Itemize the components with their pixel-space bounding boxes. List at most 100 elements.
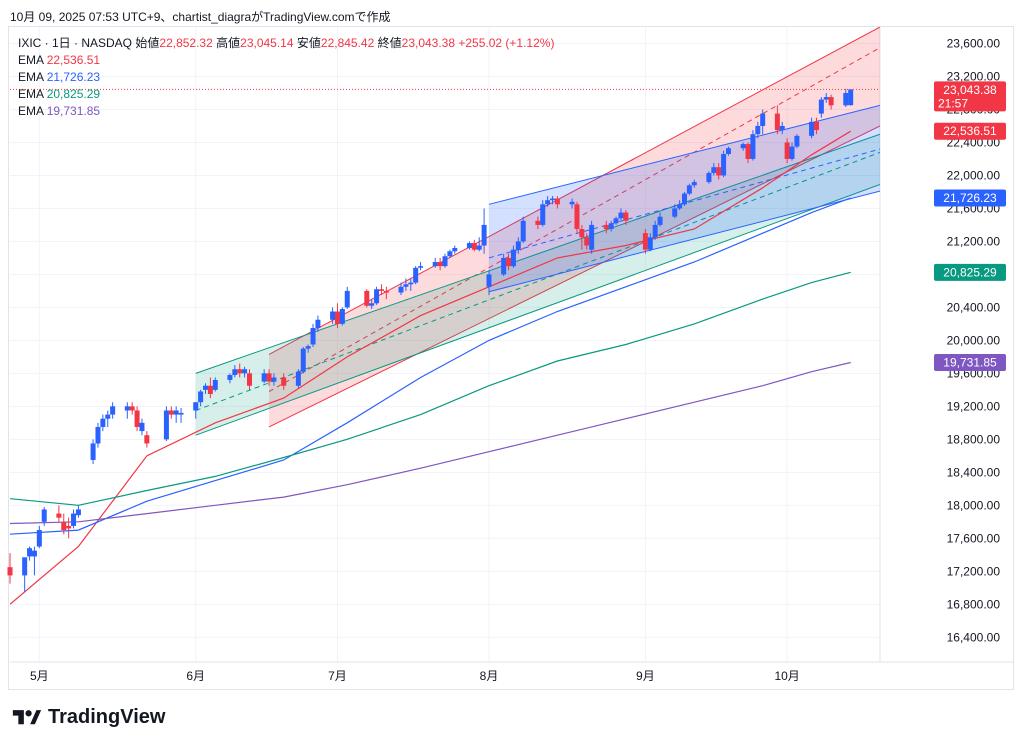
ema-label: EMA: [18, 70, 44, 84]
candle-body: [266, 373, 272, 382]
candle-body: [760, 113, 766, 126]
candle-body: [535, 220, 541, 225]
low-value: 22,845.42: [320, 36, 375, 50]
candle-body: [36, 530, 42, 547]
candle-body: [569, 201, 575, 205]
x-tick-label: 10月: [774, 669, 799, 683]
ema-label: EMA: [18, 87, 44, 101]
candle-body: [579, 229, 585, 238]
y-tick-label: 23,200.00: [947, 69, 1001, 83]
candle-body: [476, 245, 482, 250]
candle-body: [711, 167, 717, 173]
candle-body: [61, 521, 67, 531]
chart-frame[interactable]: [8, 26, 1014, 690]
ema-legend-row[interactable]: EMA 20,825.29: [18, 86, 554, 103]
candle-body: [647, 237, 653, 250]
ema-label: EMA: [18, 104, 44, 118]
y-tick-label: 17,600.00: [947, 531, 1001, 545]
price-tag: [934, 189, 1006, 207]
y-tick-label: 17,200.00: [947, 564, 1001, 578]
candle-body: [95, 426, 101, 444]
candle-body: [124, 406, 130, 411]
channel-lower-line: [488, 190, 880, 293]
y-tick-label: 19,200.00: [947, 399, 1001, 413]
candle-body: [506, 257, 512, 267]
candle-body: [344, 290, 350, 308]
ema-value: 22,536.51: [46, 53, 101, 67]
candle-body: [818, 99, 824, 114]
y-tick-label: 18,800.00: [947, 432, 1001, 446]
high-value: 23,045.14: [240, 36, 294, 50]
y-tick-label: 20,000.00: [947, 333, 1001, 347]
price-tag: [934, 122, 1006, 140]
candle-body: [315, 319, 321, 329]
candle-body: [848, 89, 854, 106]
candle-body: [540, 204, 546, 225]
candle-body: [90, 443, 96, 460]
candle-body: [706, 172, 712, 183]
candle-body: [134, 410, 140, 427]
candle-body: [227, 375, 233, 380]
candle-body: [300, 348, 306, 372]
candle-body: [755, 125, 761, 135]
candle-body: [330, 311, 336, 320]
candle-body: [486, 274, 492, 287]
y-tick-label: 18,400.00: [947, 465, 1001, 479]
x-tick-label: 9月: [636, 669, 655, 683]
price-tag: [934, 263, 1006, 281]
trend-channel: [195, 134, 880, 436]
candle-body: [652, 224, 658, 238]
high-label: 高値: [216, 36, 241, 50]
candle-body: [466, 243, 472, 249]
candle-body: [27, 548, 33, 557]
candle-body: [7, 567, 13, 576]
candle-body: [828, 97, 834, 106]
candle-body: [139, 422, 145, 432]
candle-body: [71, 513, 77, 526]
candle-body: [843, 92, 849, 106]
candle-body: [246, 373, 252, 386]
candle-body: [442, 256, 448, 267]
candle-body: [789, 146, 795, 159]
candle-body: [809, 121, 815, 136]
candle-body: [203, 385, 209, 390]
price-tag-label: 22,536.51: [943, 124, 997, 138]
candle-body: [22, 557, 28, 576]
ema-legend-row[interactable]: EMA 19,731.85: [18, 103, 554, 120]
ema-label: EMA: [18, 53, 44, 67]
candle-body: [403, 284, 409, 287]
channel-upper-line: [195, 133, 880, 374]
candle-body: [608, 223, 614, 230]
candle-body: [374, 289, 380, 304]
candle-body: [452, 248, 458, 252]
channel-lower-line: [268, 125, 880, 428]
candle-body: [271, 377, 277, 382]
candle-body: [589, 224, 595, 250]
tradingview-brand[interactable]: TradingView: [12, 706, 165, 729]
candle-body: [369, 303, 375, 306]
price-tag-label: 23,043.38: [943, 83, 997, 97]
ema-legend-row[interactable]: EMA 22,536.51: [18, 52, 554, 69]
candle-body: [56, 513, 62, 518]
candle-body: [198, 391, 204, 403]
candle-body: [432, 262, 438, 267]
candle-body: [178, 412, 184, 415]
x-tick-label: 7月: [328, 669, 347, 683]
y-tick-label: 21,200.00: [947, 234, 1001, 248]
candle-body: [501, 257, 507, 275]
candle-body: [295, 371, 301, 386]
ema-value: 19,731.85: [46, 104, 101, 118]
channel-mid-line: [195, 151, 880, 411]
open-value: 22,852.32: [159, 36, 213, 50]
candle-body: [364, 290, 370, 306]
ema-value: 20,825.29: [46, 87, 101, 101]
candle-body: [144, 435, 150, 444]
ema-legend-row[interactable]: EMA 21,726.23: [18, 69, 554, 86]
candle-body: [691, 182, 697, 186]
candle-body: [584, 237, 590, 246]
candle-body: [471, 243, 477, 250]
symbol-label[interactable]: IXIC · 1日 · NASDAQ: [18, 36, 133, 50]
candle-body: [642, 233, 648, 250]
x-tick-label: 5月: [30, 669, 49, 683]
